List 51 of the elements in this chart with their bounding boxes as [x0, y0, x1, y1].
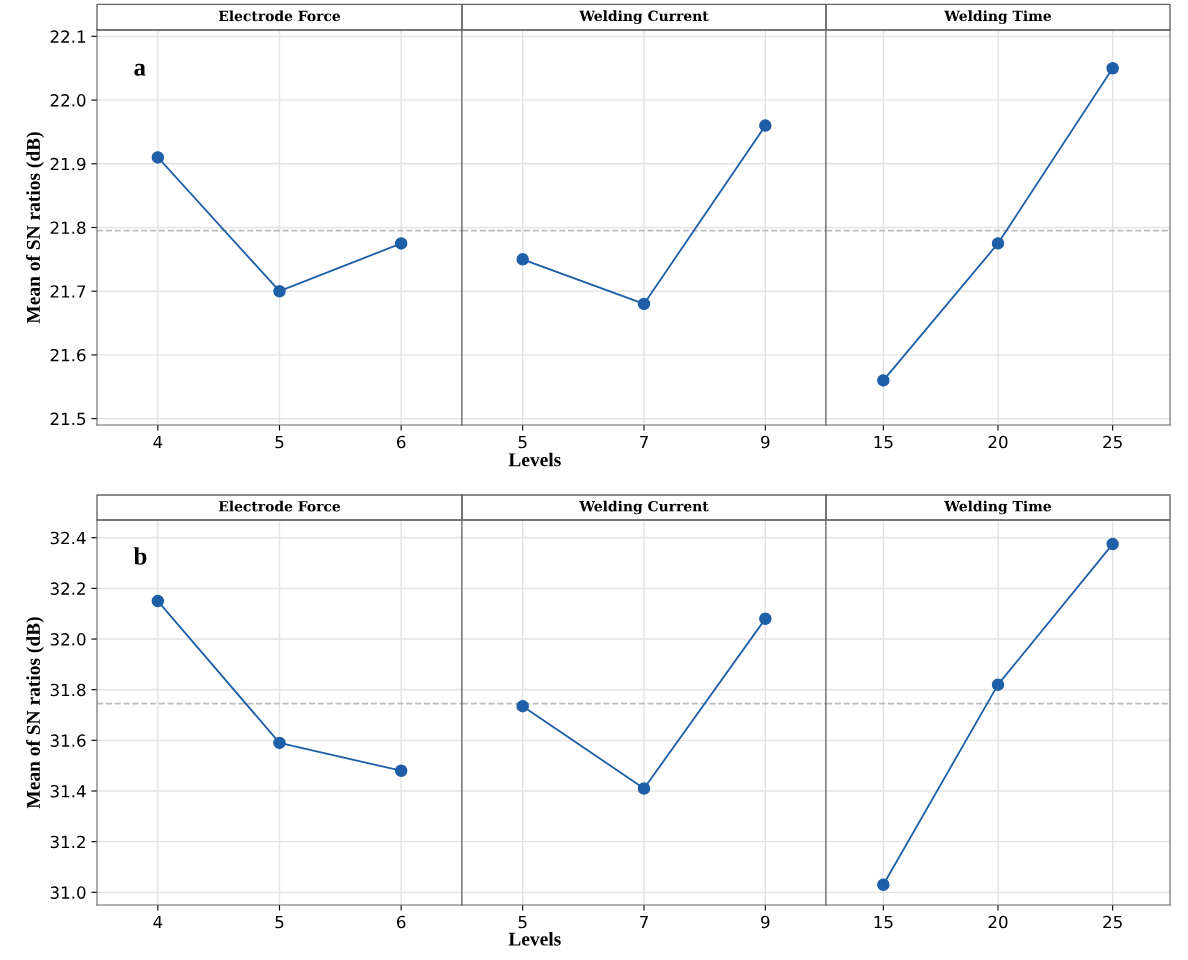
y-tick-label: 31.4: [50, 784, 86, 798]
x-tick-label: 25: [1103, 915, 1122, 929]
x-tick-label: 25: [1103, 435, 1122, 449]
chart-title: Welding Time: [944, 500, 1052, 515]
chart-title: Welding Current: [579, 10, 709, 24]
x-tick-label: 5: [518, 435, 527, 449]
y-axis-title: Mean of SN ratios (dB): [26, 132, 44, 324]
chart-title: Welding Time: [944, 10, 1052, 24]
chart-title: Electrode Force: [218, 500, 341, 512]
x-tick-label: 20: [988, 915, 1008, 929]
point: [151, 151, 165, 164]
x-tick-label: 9: [761, 915, 770, 929]
y-tick-label: 32.2: [50, 582, 85, 595]
x-axis-title: Levels: [508, 931, 561, 946]
y-tick-label: 22.0: [50, 94, 86, 107]
x-tick-label: 7: [640, 435, 648, 449]
y-tick-label: 31.8: [50, 683, 86, 697]
point: [273, 284, 286, 298]
x-tick-label: 5: [275, 915, 284, 929]
annotation: b: [133, 547, 147, 565]
x-tick-label: 15: [874, 435, 893, 449]
y-axis-title: Mean of SN ratios (dB): [26, 617, 44, 809]
point: [273, 736, 286, 750]
y-tick-label: 31.0: [50, 886, 86, 899]
y-tick-label: 21.7: [50, 285, 86, 298]
x-tick-label: 6: [397, 435, 406, 449]
x-tick-label: 15: [874, 915, 893, 929]
y-tick-label: 22.1: [50, 30, 86, 43]
x-axis-title: Levels: [508, 452, 561, 467]
y-tick-label: 21.9: [50, 157, 86, 171]
point: [394, 764, 408, 778]
point: [394, 237, 408, 250]
chart-title: Welding Current: [579, 500, 709, 515]
x-tick-label: 9: [761, 435, 770, 449]
x-tick-label: 6: [397, 915, 406, 929]
x-tick-label: 5: [275, 435, 284, 449]
x-tick-label: 20: [988, 435, 1008, 449]
chart-title: Electrode Force: [218, 10, 341, 22]
x-tick-label: 4: [153, 435, 163, 449]
x-tick-label: 7: [640, 915, 648, 929]
y-tick-label: 21.6: [50, 348, 86, 362]
y-tick-label: 32.4: [50, 531, 86, 545]
annotation: a: [134, 63, 146, 76]
y-tick-label: 21.8: [50, 221, 86, 235]
point: [151, 594, 165, 608]
x-tick-label: 5: [518, 915, 527, 929]
x-tick-label: 4: [153, 915, 163, 929]
y-tick-label: 31.6: [50, 734, 86, 747]
y-tick-label: 31.2: [50, 835, 85, 849]
y-tick-label: 32.0: [50, 633, 86, 646]
y-tick-label: 21.5: [50, 412, 86, 426]
